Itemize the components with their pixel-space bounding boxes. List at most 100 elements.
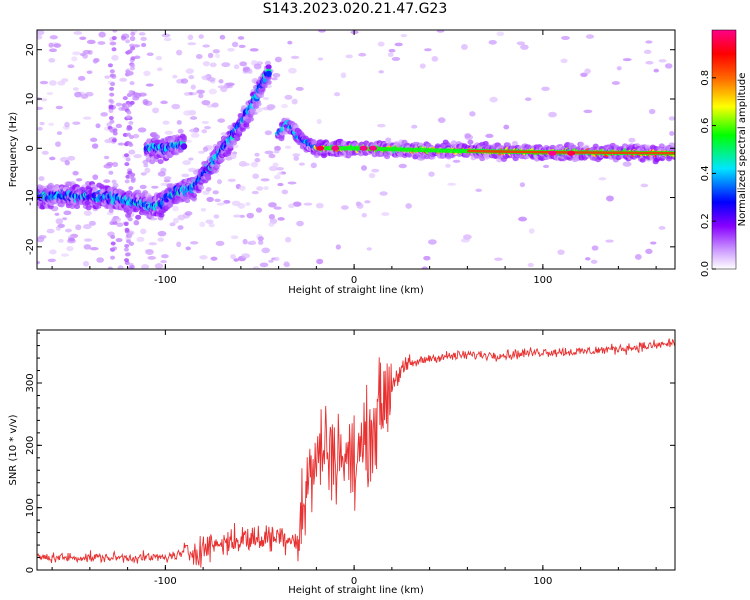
spectrogram-noise-cell	[543, 164, 550, 169]
spectrogram-noise-cell	[464, 133, 471, 139]
spectrogram-streak-cell	[109, 119, 115, 124]
spectrogram-noise-cell	[249, 48, 259, 52]
spectrogram-halo-cell	[184, 198, 191, 204]
spectrogram-noise-cell	[257, 236, 264, 241]
spectrogram-noise-cell	[356, 202, 364, 209]
spectrogram-noise-cell	[419, 63, 426, 69]
spectrogram-noise-cell	[489, 96, 498, 103]
spectrogram-noise-cell	[151, 185, 159, 189]
spectrogram-streak-cell	[111, 218, 117, 223]
spectrogram-halo-cell	[230, 140, 237, 146]
spectrogram-noise-cell	[560, 58, 568, 64]
spectrogram-halo-cell	[511, 140, 518, 146]
spectrogram-halo-cell	[198, 185, 205, 191]
spectrogram-noise-cell	[223, 199, 231, 204]
spectrogram-streak-cell	[124, 252, 130, 257]
spectrogram-noise-cell	[171, 103, 181, 110]
spectrogram-noise-cell	[288, 203, 295, 209]
spectrogram-noise-cell	[86, 39, 96, 45]
spectrogram-noise-cell	[104, 75, 110, 79]
spectrogram-noise-cell	[287, 181, 297, 185]
spectrogram-noise-cell	[95, 123, 101, 129]
spectrogram-halo-cell	[126, 209, 133, 215]
spectrogram-noise-cell	[315, 202, 324, 209]
spectrogram-noise-cell	[368, 173, 376, 179]
spectrogram-noise-cell	[268, 165, 278, 172]
spectrogram-noise-cell	[212, 49, 220, 54]
spectrogram-noise-cell	[74, 91, 82, 98]
spectrogram-noise-cell	[147, 256, 157, 260]
spectrogram-noise-cell	[75, 224, 82, 231]
spectrogram-streak-cell	[108, 104, 114, 109]
spectrogram-noise-cell	[622, 58, 632, 62]
spectrogram-noise-cell	[117, 142, 125, 146]
spectrogram-noise-cell	[73, 31, 83, 35]
spectrogram-noise-cell	[148, 242, 158, 246]
spectrogram-noise-cell	[63, 210, 72, 216]
spectrogram-streak-cell	[128, 90, 134, 95]
spectrogram-noise-cell	[57, 223, 66, 229]
spectrogram-noise-cell	[145, 249, 154, 256]
spectrogram-noise-cell	[215, 240, 225, 247]
spectrogram-noise-cell	[341, 205, 349, 210]
spectrogram-noise-cell	[296, 220, 304, 227]
spectrogram-noise-cell	[38, 234, 47, 239]
spectrogram-noise-cell	[262, 96, 270, 101]
spectrogram-noise-cell	[145, 83, 154, 87]
spectrogram-noise-cell	[394, 42, 403, 47]
spectrogram-noise-cell	[284, 145, 292, 149]
spectrogram-noise-cell	[606, 195, 614, 202]
spectrogram-noise-cell	[469, 111, 476, 117]
spectrogram-halo-cell	[549, 144, 556, 150]
spectrogram-halo-cell	[217, 158, 224, 164]
spectrogram-noise-cell	[66, 246, 74, 252]
spectrogram-noise-cell	[650, 241, 657, 245]
spectrogram-streak-cell	[127, 217, 133, 222]
spectrogram-noise-cell	[227, 178, 236, 183]
spectrogram-noise-cell	[163, 176, 172, 181]
spectrogram-noise-cell	[285, 236, 292, 243]
spectrogram-noise-cell	[400, 33, 408, 38]
spectrogram-noise-cell	[72, 121, 81, 125]
spectrogram-noise-cell	[239, 61, 248, 67]
spectrogram-streak-cell	[129, 264, 135, 269]
spectrogram-noise-cell	[133, 220, 140, 226]
spectrogram-noise-cell	[83, 116, 92, 120]
spectrogram-halo-cell	[658, 143, 665, 149]
spectrogram-halo-cell	[265, 64, 272, 70]
spectrogram-noise-cell	[259, 262, 269, 268]
spectrogram-halo-cell	[239, 126, 246, 132]
spectrogram-noise-cell	[54, 212, 60, 216]
spectrogram-noise-cell	[216, 179, 222, 185]
spectrogram-noise-cell	[527, 262, 534, 268]
spectrogram-noise-cell	[303, 202, 313, 206]
spectrogram-streak-cell	[126, 114, 132, 119]
spectrogram-noise-cell	[256, 186, 264, 191]
spectrogram-noise-cell	[55, 141, 62, 147]
spectrogram-halo-cell	[157, 159, 164, 165]
spectrogram-noise-cell	[90, 137, 98, 143]
spectrogram-noise-cell	[161, 254, 169, 259]
spectrogram-noise-cell	[91, 143, 99, 149]
spectrogram-noise-cell	[358, 52, 367, 57]
spectrogram-streak-cell	[127, 141, 133, 146]
spectrogram-halo-cell	[191, 193, 198, 199]
spectrogram-noise-cell	[230, 254, 236, 260]
spectrogram-noise-cell	[561, 35, 570, 40]
spectrogram-noise-cell	[541, 86, 550, 91]
spectrogram-streak-cell	[130, 56, 136, 61]
spectrogram-noise-cell	[243, 162, 250, 167]
spectrogram-noise-cell	[103, 179, 111, 183]
spectrogram-noise-cell	[190, 84, 196, 90]
spectrogram-noise-cell	[437, 117, 446, 124]
spectrogram-noise-cell	[584, 68, 591, 74]
spectrogram-noise-cell	[277, 217, 285, 221]
spectrogram-noise-cell	[137, 127, 147, 133]
spectrogram-noise-cell	[37, 34, 43, 40]
spectrogram-noise-cell	[255, 207, 263, 213]
spectrogram-noise-cell	[77, 75, 86, 81]
spectrogram-noise-cell	[261, 247, 271, 254]
spectrogram-noise-cell	[117, 265, 124, 269]
spectrogram-streak-cell	[110, 241, 116, 246]
